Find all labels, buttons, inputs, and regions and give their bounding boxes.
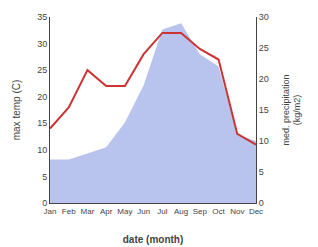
svg-text:25: 25 <box>37 65 47 75</box>
svg-text:0: 0 <box>259 198 264 208</box>
svg-text:10: 10 <box>37 145 47 155</box>
svg-text:med. precipitation(kg/m2): med. precipitation(kg/m2) <box>281 74 303 145</box>
svg-text:5: 5 <box>42 172 47 182</box>
svg-text:0: 0 <box>42 198 47 208</box>
svg-text:Jul: Jul <box>157 207 167 216</box>
svg-text:Sep: Sep <box>193 207 208 216</box>
svg-text:Nov: Nov <box>230 207 244 216</box>
svg-text:Dec: Dec <box>249 207 263 216</box>
svg-text:Apr: Apr <box>100 207 113 216</box>
svg-text:Feb: Feb <box>62 207 76 216</box>
svg-text:15: 15 <box>37 118 47 128</box>
svg-text:Mar: Mar <box>81 207 95 216</box>
svg-text:Aug: Aug <box>174 207 188 216</box>
svg-text:Jan: Jan <box>44 207 57 216</box>
svg-text:Oct: Oct <box>212 207 225 216</box>
svg-text:Jun: Jun <box>137 207 150 216</box>
svg-text:25: 25 <box>259 43 269 53</box>
svg-text:35: 35 <box>37 12 47 22</box>
svg-text:30: 30 <box>259 12 269 22</box>
svg-text:May: May <box>117 207 132 216</box>
svg-text:20: 20 <box>259 74 269 84</box>
svg-text:max temp (C): max temp (C) <box>11 80 22 141</box>
svg-text:5: 5 <box>259 167 264 177</box>
svg-text:date (month): date (month) <box>123 234 184 245</box>
svg-text:10: 10 <box>259 136 269 146</box>
svg-text:30: 30 <box>37 39 47 49</box>
svg-text:15: 15 <box>259 105 269 115</box>
svg-text:20: 20 <box>37 92 47 102</box>
